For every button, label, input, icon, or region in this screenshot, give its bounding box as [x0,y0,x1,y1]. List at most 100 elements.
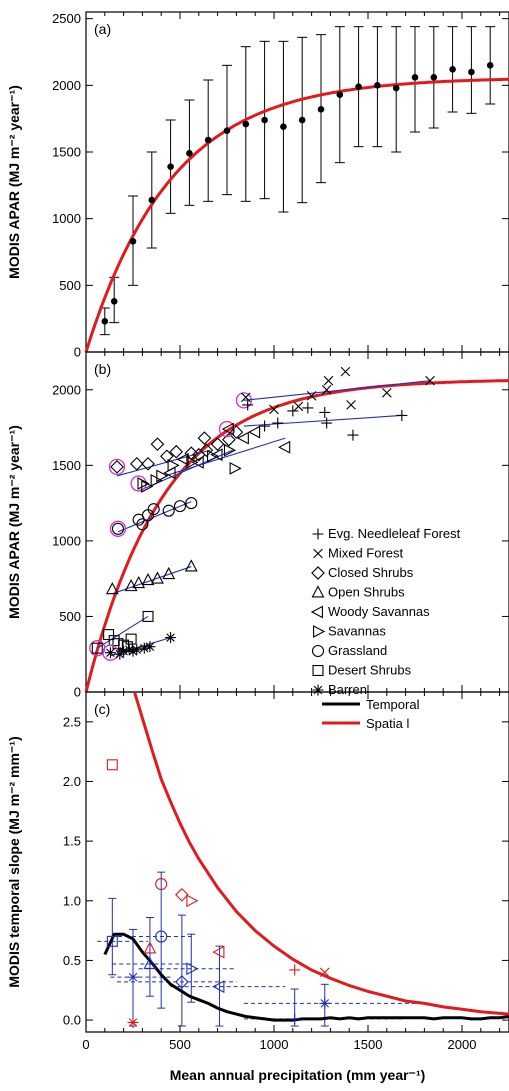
data-point-asterisk [127,645,139,657]
data-point [355,83,362,90]
data-point-diamond [229,425,244,439]
data-point [298,116,306,124]
data-point-cross [269,404,279,415]
data-point-cross [306,391,317,401]
data-point-plus [302,402,314,414]
data-point-asterisk [104,647,116,659]
data-point [336,91,344,98]
data-point [223,127,231,134]
panel-b-label: (b) [94,361,111,377]
panel-b: 0 500 1000 1500 2000 (b) MODIS APAR (MJ m⁻² ye… [6,351,509,700]
legend-label: Desert Shrubs [328,663,412,678]
legend-symbol-triangle-up [311,585,325,598]
legend-symbol-triangle-right [313,625,326,638]
panel-b-ytick-label: 2000 [52,382,81,397]
spatial-point-diamond [175,887,189,902]
data-point-square [91,642,103,654]
panel-a: 0 500 1000 1500 2000 2500 (a) MODIS APAR (MJ m⁻… [6,11,509,360]
data-point-cross [382,388,392,398]
data-point [261,116,268,124]
data-point [110,298,118,305]
data-point-plus [259,420,271,432]
data-point-plus [319,406,331,418]
panel-a-ytick-label: 500 [59,278,81,293]
temporal-point-plus [289,1013,301,1025]
temporal-point-triangle-up [143,956,157,969]
temporal-point-triangle-left [212,980,225,994]
data-point-circle [173,500,187,513]
data-point [242,120,250,128]
data-point [101,318,109,325]
panel-a-frame [85,11,509,353]
data-point [411,74,419,81]
trend-line [96,615,149,649]
fit-curve [84,77,509,353]
trend-line [243,414,402,427]
spatial-point-square [106,759,118,771]
temporal-point-diamond [175,975,189,989]
data-point-plus [287,405,299,417]
data-point-triangle-left [236,431,249,445]
legend-symbol-diamond [311,566,325,580]
legend-label: Savannas [328,624,386,639]
spatial-point-triangle-left [212,945,225,959]
panel-c: 0.0 0.5 1.0 1.5 2.0 2.5 0 500 1000 1500 2000 (c) MOD… [6,691,509,1083]
temporal-point-triangle-right [186,962,199,976]
data-point-plus [347,429,359,441]
trend-line [116,449,211,477]
legend-label: Grassland [328,643,387,658]
spatial-point-circle [155,878,168,891]
trend-line [164,437,286,477]
data-point-cross [321,384,332,395]
data-point-diamond [199,443,214,458]
data-point-diamond [160,449,174,464]
panel-c-ytick-label: 1.5 [63,834,81,849]
highlight-circle [218,420,236,438]
panel-b-ytick-label: 1000 [52,533,81,548]
data-point-triangle-up [184,559,198,572]
trend-line [117,501,192,533]
data-point-triangle-left [176,452,189,466]
data-point-square [103,629,115,641]
data-point-cross [293,401,304,412]
panel-a-ytick-label: 1000 [52,211,81,226]
data-point [449,66,456,73]
panel-c-xtick-label: 0 [82,1037,89,1052]
data-point-triangle-left [247,425,261,439]
panel-c-xlabel: Mean annual precipitation (mm year⁻¹) [170,1067,426,1083]
data-point-diamond [141,456,155,471]
panel-c-xtick-label: 1000 [260,1037,289,1052]
trend-line [243,380,431,401]
panel-c-xtick-label: 1500 [354,1037,383,1052]
data-point-diamond [150,437,165,452]
panel-c-ytick-label: 1.0 [63,893,81,908]
data-point-asterisk [138,642,150,654]
data-point-diamond [169,444,184,459]
data-point-cross [323,375,334,386]
legend-label: Barren [328,682,367,697]
data-point-triangle-right [207,449,220,463]
panel-c-ytick-label: 2.0 [63,774,81,789]
data-point-plus [242,399,254,411]
data-point-diamond [197,431,212,445]
data-point-triangle-up [105,582,119,595]
data-point-square [125,633,137,645]
data-point-asterisk [144,641,156,653]
panel-c-label: (c) [94,701,110,717]
data-point-diamond [210,437,225,452]
data-point-circle [185,497,198,510]
data-point-triangle-up [132,575,146,589]
legend-symbol-square [312,664,324,676]
data-point [148,196,156,204]
panel-c-frame [85,691,509,1033]
panel-a-ytick-label: 1500 [52,145,81,160]
legend-symbol-circle [311,644,325,658]
data-point-triangle-right [156,469,169,483]
data-point-diamond [129,456,144,471]
panel-c-xtick-label: 500 [169,1037,191,1052]
highlight-circle [235,392,253,409]
data-point [392,84,400,92]
data-point-circle [147,503,160,516]
data-point [486,62,494,69]
